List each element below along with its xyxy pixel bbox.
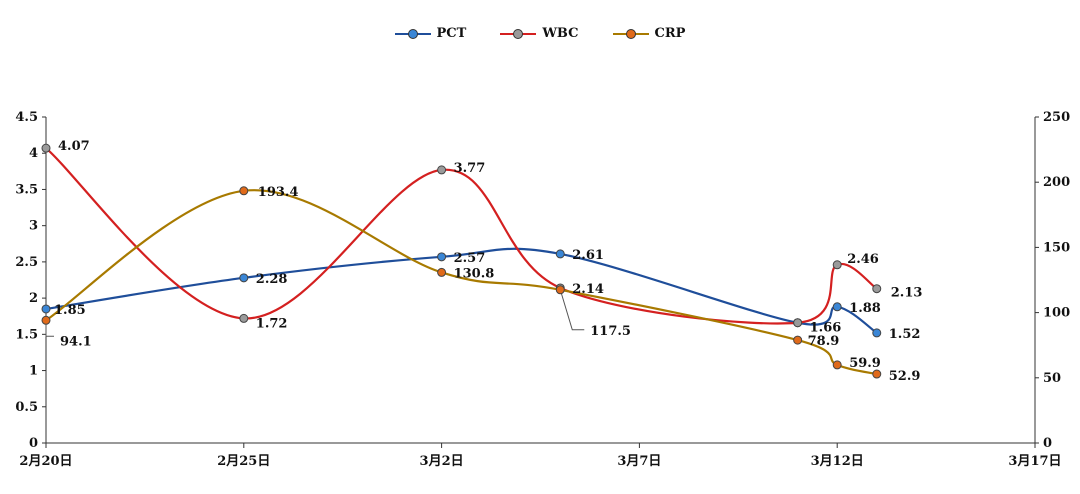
data-point-crp: [239, 186, 249, 196]
series-line-pct: [45, 247, 878, 334]
data-point-crp: [832, 360, 842, 370]
legend-swatch-pct: [394, 27, 431, 41]
right-axis-tick-label: 100: [1043, 306, 1070, 321]
left-axis-tick-label: 3: [29, 219, 38, 234]
legend-swatch-crp: [612, 27, 649, 41]
legend-item-wbc: WBC: [500, 26, 579, 41]
left-axis-tick-label: 0: [29, 436, 38, 451]
x-axis-tick-label: 3月17日: [1008, 454, 1061, 469]
data-point-wbc: [793, 318, 803, 328]
data-label-crp: 193.4: [258, 185, 299, 200]
legend-label-pct: PCT: [436, 26, 467, 41]
data-point-wbc: [832, 260, 842, 270]
right-axis-tick-label: 0: [1043, 436, 1052, 451]
data-point-crp: [41, 315, 51, 325]
legend-label-wbc: WBC: [542, 26, 579, 41]
x-axis-tick-label: 3月2日: [420, 454, 464, 469]
left-axis-tick-label: 2: [29, 291, 38, 306]
data-label-crp: 94.1: [60, 334, 92, 349]
data-label-pct: 2.57: [454, 251, 486, 266]
legend-swatch-wbc: [500, 27, 537, 41]
data-label-crp: 78.9: [808, 334, 840, 349]
data-point-pct: [872, 328, 882, 338]
data-label-pct: 1.85: [54, 303, 86, 318]
right-axis-tick-label: 50: [1043, 371, 1061, 386]
data-label-pct: 2.28: [256, 272, 288, 287]
data-label-pct: 1.88: [849, 301, 881, 316]
data-point-crp: [872, 369, 882, 379]
callout-leader-line: [45, 320, 54, 337]
legend-item-pct: PCT: [394, 26, 467, 41]
legend-item-crp: CRP: [612, 26, 686, 41]
data-label-crp: 130.8: [454, 266, 495, 281]
data-point-pct: [239, 273, 249, 283]
data-point-pct: [555, 249, 565, 259]
left-axis-tick-label: 1: [29, 364, 38, 379]
data-label-pct: 1.66: [810, 321, 842, 336]
right-axis-tick-label: 150: [1043, 240, 1070, 255]
right-axis-tick-label: 250: [1043, 110, 1070, 125]
data-point-pct: [41, 304, 51, 314]
x-axis-tick-label: 2月20日: [19, 454, 72, 469]
left-axis-tick-label: 2.5: [15, 255, 38, 270]
data-label-pct: 2.61: [572, 248, 604, 263]
legend-label-crp: CRP: [654, 26, 686, 41]
data-label-crp: 59.9: [849, 356, 881, 371]
left-axis-tick-label: 4: [29, 146, 38, 161]
data-point-pct: [437, 252, 447, 262]
data-point-crp: [437, 267, 447, 277]
data-label-wbc: 1.72: [256, 316, 288, 331]
data-label-crp: 117.5: [590, 324, 631, 339]
data-point-wbc: [239, 313, 249, 323]
chart-legend: PCT WBC CRP: [0, 26, 1080, 41]
data-point-crp: [555, 285, 565, 295]
series-line-crp: [45, 189, 878, 376]
callout-leader-line: [559, 289, 585, 331]
series-line-wbc: [45, 147, 878, 325]
left-axis-tick-label: 3.5: [15, 182, 38, 197]
x-axis-tick-label: 2月25日: [217, 454, 270, 469]
data-label-wbc: 2.46: [847, 252, 879, 267]
data-point-wbc: [437, 165, 447, 175]
x-axis-tick-label: 3月7日: [617, 454, 661, 469]
data-label-wbc: 2.14: [572, 282, 604, 297]
data-label-pct: 1.52: [889, 327, 921, 342]
x-axis-tick-label: 3月12日: [811, 454, 864, 469]
left-axis-tick-label: 0.5: [15, 400, 38, 415]
data-point-crp: [793, 335, 803, 345]
right-axis-tick-label: 200: [1043, 175, 1070, 190]
left-axis-tick-label: 4.5: [15, 110, 38, 125]
left-axis-tick-label: 1.5: [15, 327, 38, 342]
data-point-pct: [832, 302, 842, 312]
data-label-wbc: 2.13: [891, 286, 923, 301]
data-point-wbc: [872, 284, 882, 294]
data-point-wbc: [41, 143, 51, 153]
data-label-crp: 52.9: [889, 369, 921, 384]
data-label-wbc: 3.77: [454, 161, 486, 176]
data-label-wbc: 4.07: [58, 139, 90, 154]
